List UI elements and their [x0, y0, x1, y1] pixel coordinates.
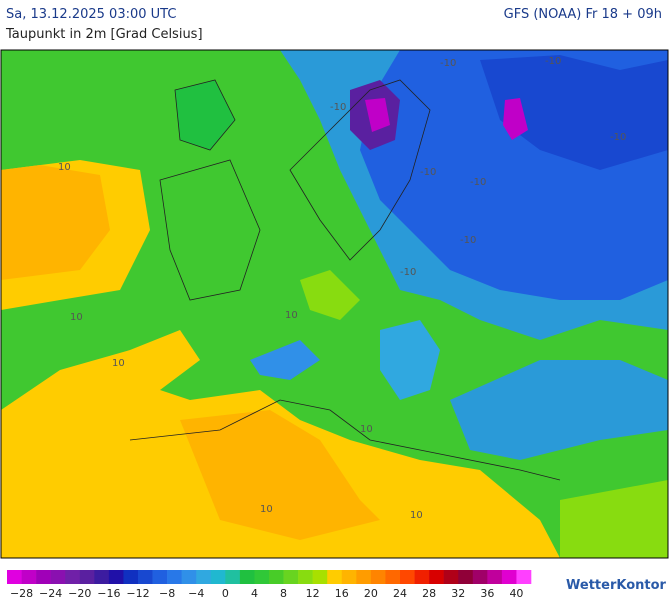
legend-swatch — [312, 570, 328, 584]
map-field — [1, 50, 668, 558]
legend-label: 16 — [335, 587, 349, 600]
contour-label: -10 — [440, 58, 456, 69]
contour-label: -10 — [420, 167, 436, 178]
contour-label: 10 — [58, 162, 71, 173]
legend-swatch — [429, 570, 444, 584]
legend-label: −20 — [68, 587, 91, 600]
legend-swatch — [327, 570, 343, 584]
legend-label: −16 — [97, 587, 120, 600]
legend-swatch — [7, 570, 22, 584]
brand: WetterKontor — [566, 578, 667, 593]
contour-label: 10 — [285, 310, 298, 321]
legend-label: 24 — [393, 587, 407, 600]
legend-swatch — [167, 570, 182, 584]
legend-swatch — [21, 570, 37, 584]
legend-swatch — [443, 570, 459, 584]
contour-label: -10 — [330, 102, 346, 113]
legend-swatch — [298, 570, 313, 584]
contour-label: -10 — [545, 56, 561, 67]
legend-swatch — [138, 570, 153, 584]
model-label: GFS (NOAA) Fr 18 + 09h — [504, 7, 662, 22]
legend-swatch — [225, 570, 241, 584]
legend-swatch — [341, 570, 357, 584]
legend-swatch — [283, 570, 299, 584]
legend-swatch — [210, 570, 226, 584]
legend-swatch — [356, 570, 372, 584]
legend-label: 12 — [306, 587, 320, 600]
legend-swatch — [196, 570, 212, 584]
legend-swatch — [79, 570, 95, 584]
legend-swatch — [36, 570, 51, 584]
contour-label: 10 — [410, 510, 423, 521]
legend-label: 36 — [480, 587, 494, 600]
contour-label: -10 — [470, 177, 486, 188]
contour-label: 10 — [360, 424, 373, 435]
legend-swatch — [472, 570, 488, 584]
legend-swatch — [501, 570, 517, 584]
legend-swatch — [400, 570, 415, 584]
contour-label: -10 — [460, 235, 476, 246]
legend-swatch — [370, 570, 386, 584]
time-label: Sa, 13.12.2025 03:00 UTC — [6, 7, 176, 22]
legend-label: 32 — [451, 587, 465, 600]
legend-swatch — [239, 570, 255, 584]
legend-label: 40 — [509, 587, 523, 600]
contour-label: -10 — [400, 267, 416, 278]
subtitle: Taupunkt in 2m [Grad Celsius] — [5, 27, 203, 42]
legend-swatch — [94, 570, 110, 584]
legend-label: 28 — [422, 587, 436, 600]
legend-label: 20 — [364, 587, 378, 600]
legend-label: 4 — [251, 587, 258, 600]
legend-swatch — [50, 570, 66, 584]
legend-swatch — [414, 570, 430, 584]
contour-label: 10 — [70, 312, 83, 323]
legend-swatch — [487, 570, 503, 584]
legend-swatch — [385, 570, 401, 584]
legend-swatch — [108, 570, 124, 584]
legend-label: −8 — [159, 587, 175, 600]
legend-label: −28 — [10, 587, 33, 600]
legend-swatch — [181, 570, 197, 584]
legend-label: −24 — [39, 587, 62, 600]
contour-label: -10 — [610, 132, 626, 143]
legend-label: 8 — [280, 587, 287, 600]
legend-label: −4 — [188, 587, 204, 600]
legend-swatch — [269, 570, 284, 584]
legend-swatch — [516, 570, 532, 584]
legend-swatch — [458, 570, 474, 584]
legend-swatch — [65, 570, 81, 584]
legend-swatch — [152, 570, 168, 584]
legend-label: 0 — [222, 587, 229, 600]
legend-swatch — [254, 570, 270, 584]
map-frame — [0, 49, 669, 559]
legend-label: −12 — [126, 587, 149, 600]
legend-swatch — [123, 570, 139, 584]
contour-label: 10 — [112, 358, 125, 369]
contour-label: 10 — [260, 504, 273, 515]
